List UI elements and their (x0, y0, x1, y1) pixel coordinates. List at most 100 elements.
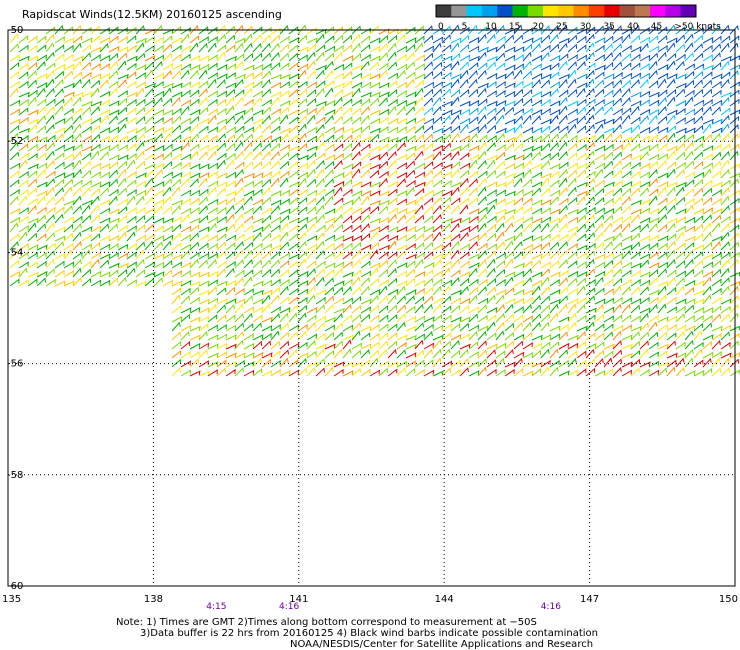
wind-barb (144, 207, 155, 215)
wind-barb (729, 369, 740, 377)
wind-barb (36, 73, 48, 80)
wind-barb (279, 285, 289, 296)
wind-barb (198, 172, 210, 179)
wind-barb (288, 52, 299, 62)
wind-barb (594, 54, 605, 62)
wind-barb (126, 44, 137, 53)
wind-barb (657, 115, 668, 125)
wind-barb (144, 36, 155, 44)
wind-barb (270, 278, 281, 287)
wind-barb (198, 252, 210, 260)
wind-barb (675, 88, 685, 98)
wind-barb (234, 89, 245, 98)
wind-barb (126, 127, 138, 134)
wind-barb (702, 285, 712, 296)
wind-barb (648, 178, 658, 188)
wind-barb (306, 350, 317, 359)
wind-barb (288, 233, 299, 242)
wind-barb (567, 88, 578, 98)
wind-barb (18, 189, 29, 197)
wind-barb (558, 150, 568, 161)
wind-barb (288, 109, 300, 116)
wind-barb (531, 115, 541, 125)
wind-barb (63, 249, 73, 260)
wind-barb (243, 352, 255, 359)
wind-barb (711, 24, 721, 35)
wind-barb (234, 96, 244, 107)
wind-barb (153, 205, 163, 215)
wind-barb (567, 177, 577, 188)
wind-barb (162, 240, 172, 251)
wind-barb (135, 141, 145, 152)
wind-barb (90, 54, 101, 62)
wind-barb (396, 367, 406, 377)
wind-barb (504, 287, 515, 296)
wind-barb (711, 43, 721, 53)
wind-barb (243, 64, 255, 71)
wind-barb (225, 180, 237, 188)
wind-barb (99, 90, 111, 98)
wind-barb (369, 288, 381, 296)
wind-barb (414, 233, 425, 242)
wind-barb (513, 54, 524, 62)
wind-barb (513, 321, 523, 332)
wind-barb (657, 134, 668, 143)
wind-barb (144, 261, 156, 269)
wind-barb (216, 314, 227, 323)
wind-barb (189, 306, 201, 314)
wind-barb (153, 144, 165, 152)
wind-barb (243, 288, 254, 296)
wind-barb (540, 333, 552, 341)
wind-barb (81, 71, 92, 80)
wind-barb (495, 214, 506, 224)
wind-barb (306, 276, 316, 287)
wind-barb (432, 135, 444, 143)
wind-barb (423, 106, 434, 116)
wind-barb (720, 179, 731, 188)
wind-barb (27, 261, 38, 269)
wind-barb (567, 216, 579, 224)
wind-barb (522, 370, 534, 377)
pass-time-labels: 4:15 4:16 4:16 (206, 602, 561, 612)
wind-barb (144, 28, 156, 35)
wind-barb (648, 314, 659, 323)
wind-barb (252, 226, 264, 233)
wind-barb (693, 27, 704, 35)
wind-barb (135, 249, 145, 260)
wind-barb (198, 106, 209, 116)
wind-barb (531, 72, 543, 80)
wind-barb (189, 217, 201, 224)
wind-barb (405, 260, 416, 269)
wind-barb (72, 259, 82, 269)
wind-barb (423, 124, 434, 134)
wind-barb (45, 33, 55, 44)
wind-barb (126, 267, 136, 278)
wind-barb (180, 234, 191, 242)
wind-barb (288, 287, 299, 296)
wind-barb (702, 187, 713, 197)
wind-barb (261, 294, 271, 305)
wind-barb (576, 325, 588, 332)
wind-barb (369, 25, 379, 35)
wind-barb (81, 169, 92, 179)
wind-barb (558, 177, 568, 188)
wind-barb (378, 305, 389, 314)
wind-barb (486, 90, 497, 98)
wind-barb (639, 180, 651, 188)
wind-barb (351, 234, 363, 242)
wind-barb (675, 298, 687, 305)
wind-barb (477, 46, 489, 53)
wind-barb (54, 127, 66, 134)
wind-barb (495, 73, 507, 80)
wind-barb (432, 231, 442, 242)
wind-barb (108, 178, 118, 188)
wind-barb (333, 134, 344, 143)
wind-barb (9, 170, 20, 179)
wind-barb (495, 268, 506, 278)
wind-barb (585, 214, 595, 224)
wind-barb (639, 340, 649, 350)
wind-barb (342, 361, 354, 368)
wind-barb (477, 314, 488, 323)
wind-barb (351, 72, 363, 80)
wind-barb (261, 250, 272, 260)
